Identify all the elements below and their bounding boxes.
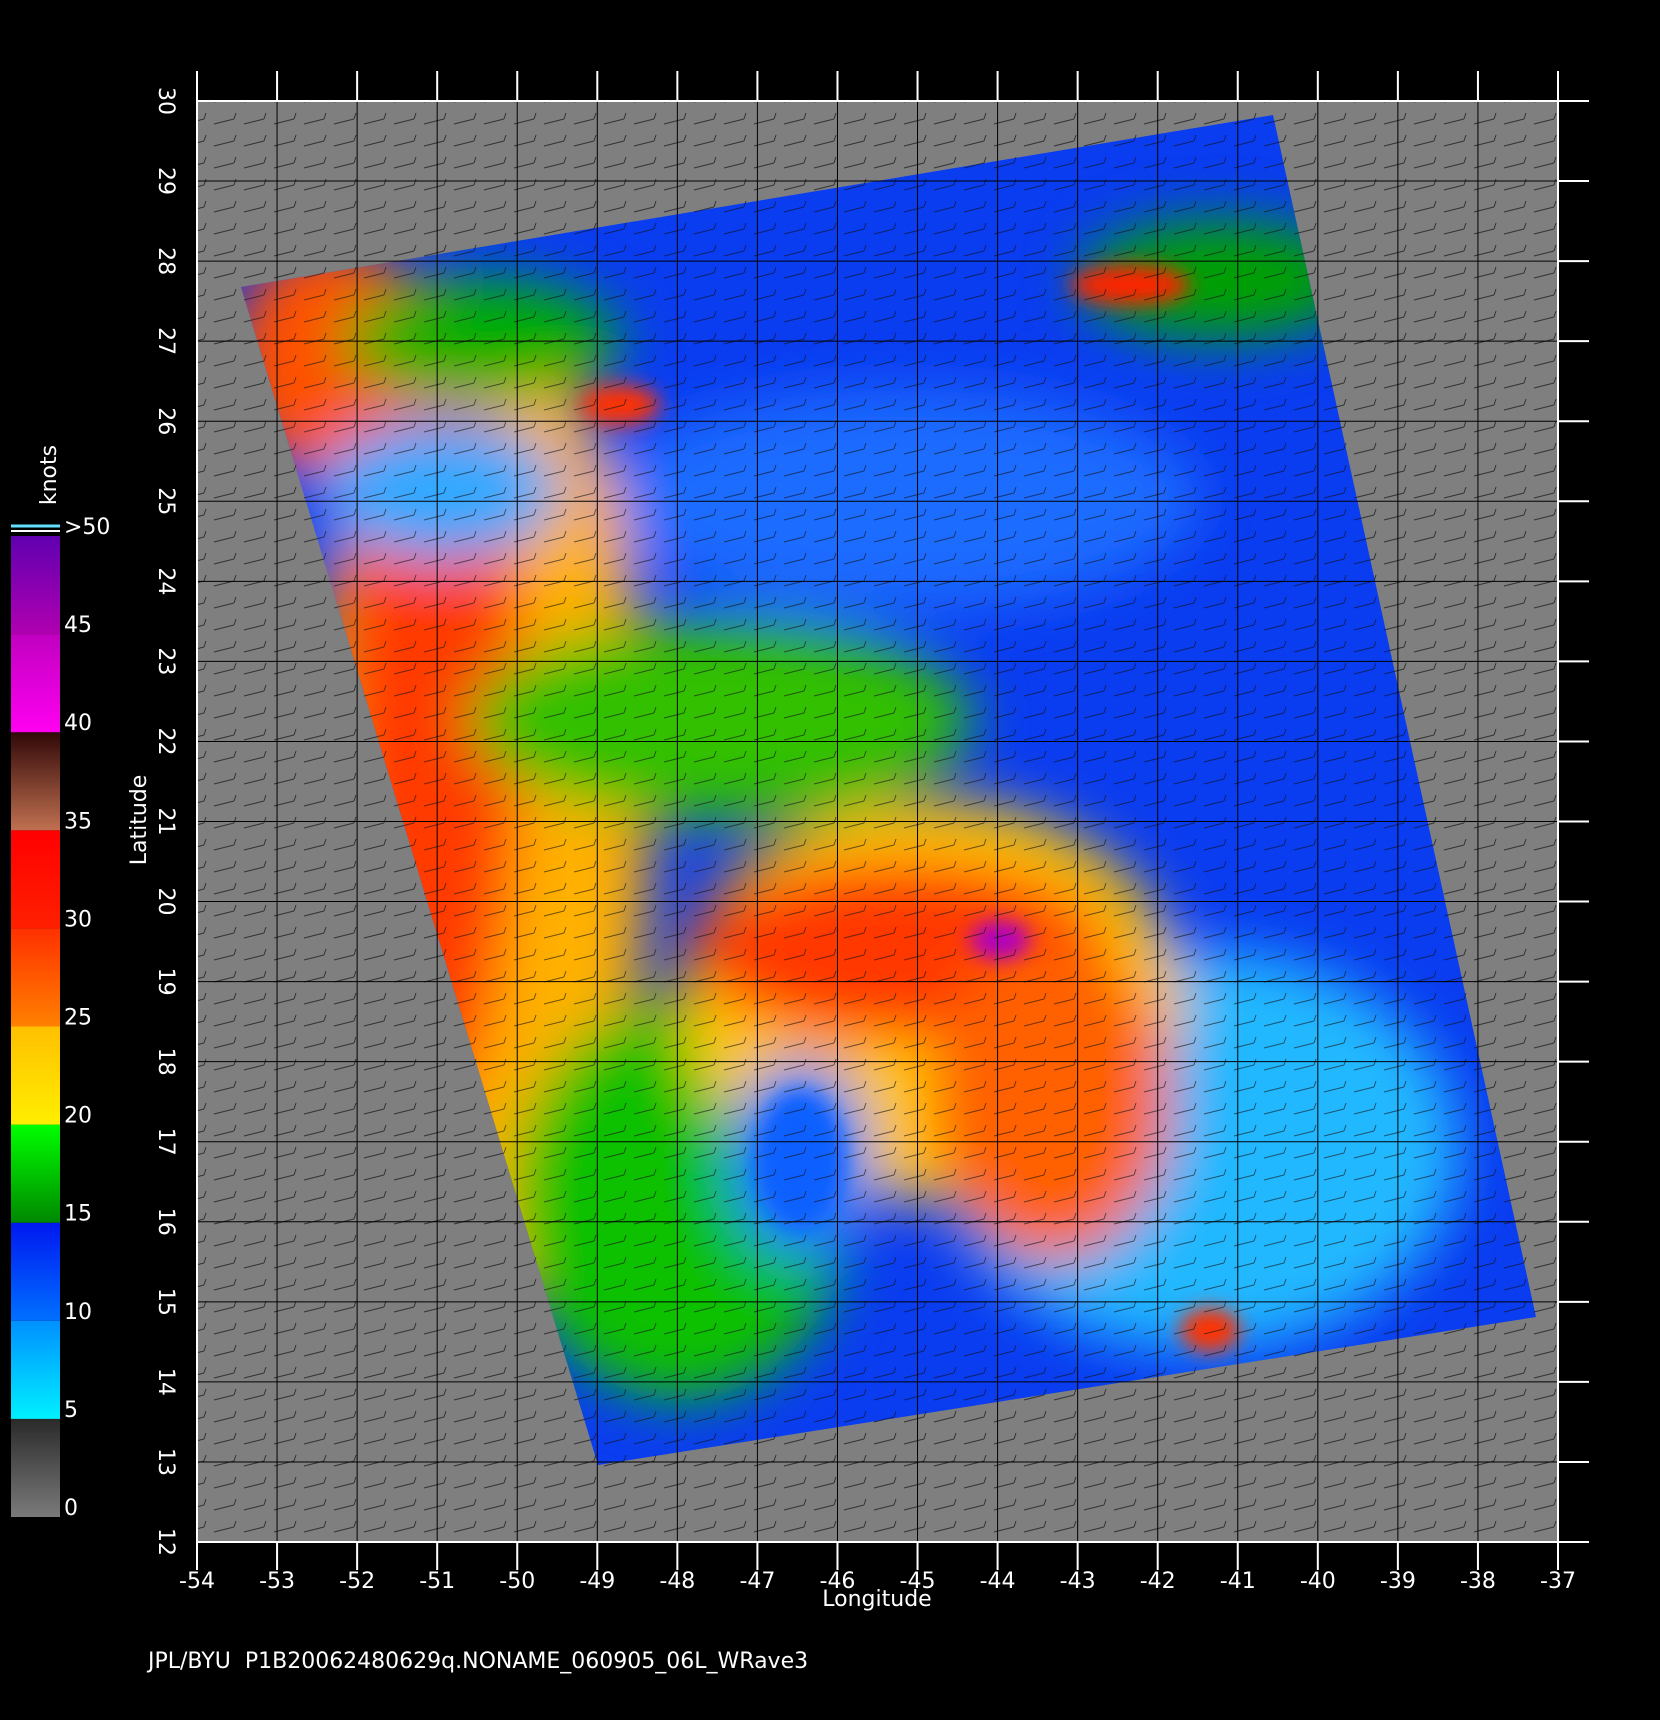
colorbar-tick-label: 5: [64, 1398, 78, 1423]
x-tick-label: -45: [900, 1569, 936, 1594]
y-tick-label: 29: [153, 167, 178, 195]
colorbar-tick-label: 40: [64, 711, 92, 736]
footer: JPL/BYU P1B20062480629q.NONAME_060905_06…: [146, 1649, 808, 1674]
y-tick-label: 22: [153, 727, 178, 755]
x-tick-label: -37: [1540, 1569, 1576, 1594]
colorbar-tick-label: >50: [64, 515, 110, 540]
colorbar-tick-label: 15: [64, 1202, 92, 1227]
x-tick-label: -38: [1460, 1569, 1496, 1594]
y-tick-label: 28: [153, 247, 178, 275]
x-tick-label: -51: [419, 1569, 455, 1594]
y-tick-label: 23: [153, 647, 178, 675]
x-tick-label: -43: [1060, 1569, 1096, 1594]
x-tick-label: -40: [1300, 1569, 1336, 1594]
y-tick-label: 16: [153, 1208, 178, 1236]
x-tick-label: -54: [179, 1569, 215, 1594]
x-tick-label: -48: [659, 1569, 695, 1594]
colorbar-segment: [11, 732, 60, 831]
colorbar-segment: [11, 536, 60, 635]
colorbar-segment: [11, 1418, 60, 1517]
y-tick-label: 30: [153, 87, 178, 115]
y-tick-label: 13: [153, 1448, 178, 1476]
colorbar-tick-label: 10: [64, 1300, 92, 1325]
x-tick-label: -39: [1380, 1569, 1416, 1594]
colorbar-segment: [11, 1222, 60, 1321]
colorbar-segment: [11, 1124, 60, 1223]
y-tick-label: 17: [153, 1128, 178, 1156]
colorbar-segment: [11, 928, 60, 1027]
y-tick-label: 26: [153, 407, 178, 435]
y-tick-label: 19: [153, 968, 178, 996]
y-tick-label: 12: [153, 1528, 178, 1556]
colorbar-label: knots: [37, 445, 62, 505]
colorbar-tick-label: 25: [64, 1006, 92, 1031]
y-tick-label: 15: [153, 1288, 178, 1316]
x-tick-label: -52: [339, 1569, 375, 1594]
colorbar-segment: [11, 830, 60, 929]
colorbar-segment: [11, 1320, 60, 1419]
y-axis-label: Latitude: [127, 775, 152, 866]
y-tick-label: 27: [153, 327, 178, 355]
x-tick-label: -44: [980, 1569, 1016, 1594]
x-tick-label: -41: [1220, 1569, 1256, 1594]
colorbar-segment: [11, 1026, 60, 1125]
y-tick-label: 14: [153, 1368, 178, 1396]
colorbar-tick-label: 30: [64, 907, 92, 932]
colorbar-tick-label: 0: [64, 1496, 78, 1521]
x-tick-label: -49: [579, 1569, 615, 1594]
x-tick-label: -42: [1140, 1569, 1176, 1594]
x-tick-label: -47: [739, 1569, 775, 1594]
x-axis-label: Longitude: [822, 1587, 931, 1612]
y-tick-label: 21: [153, 808, 178, 836]
colorbar-segment: [11, 634, 60, 733]
colorbar-tick-label: 45: [64, 613, 92, 638]
x-tick-label: -53: [259, 1569, 295, 1594]
x-tick-label: -46: [820, 1569, 856, 1594]
y-tick-label: 18: [153, 1048, 178, 1076]
y-tick-label: 24: [153, 567, 178, 595]
colorbar-tick-label: 35: [64, 809, 92, 834]
colorbar-tick-label: 20: [64, 1104, 92, 1129]
y-tick-label: 25: [153, 487, 178, 515]
x-tick-label: -50: [499, 1569, 535, 1594]
y-tick-label: 20: [153, 888, 178, 916]
